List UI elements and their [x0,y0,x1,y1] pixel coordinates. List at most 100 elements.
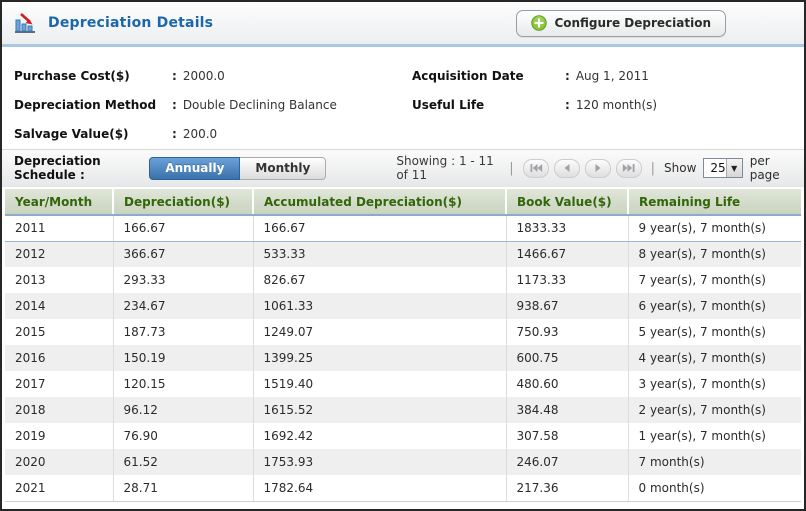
per-page-label: per page [749,154,780,182]
cell-year-month: 2012 [5,241,113,267]
monthly-toggle-button[interactable]: Monthly [240,156,327,180]
cell-year-month: 2015 [15,325,46,339]
cell-depreciation: 166.67 [112,215,253,242]
cell-year-month: 2016 [5,345,113,371]
schedule-toggle-group: Annually Monthly [149,156,327,180]
column-header-book-value[interactable]: Book Value($) [505,189,628,216]
field-label: Depreciation Method [14,97,157,112]
cell-book-value: 246.07 [505,449,628,475]
cell-remaining-life: 2 year(s), 7 month(s) [627,397,801,423]
last-page-button[interactable] [615,158,642,178]
field-colon: : [172,126,177,141]
table-body: 2011 166.67 166.67 1833.33 9 year(s), 7 mont… [5,215,801,502]
cell-year-month: 2020 [5,449,113,475]
column-header-remaining-life[interactable]: Remaining Life [627,189,801,216]
cell-accumulated-depreciation: 1753.93 [252,449,506,475]
first-page-button[interactable] [522,158,549,178]
field-colon: : [565,68,570,83]
cell-year-month: 2018 [5,397,113,423]
table-row[interactable]: 2019 76.90 1692.42 307.58 1 year(s), 7 month… [5,423,801,449]
cell-depreciation: 28.71 [112,475,253,502]
cell-accumulated-depreciation: 1692.42 [252,423,506,449]
page-size-value: 25 [710,161,726,175]
toolbar-divider: | [650,160,656,176]
cell-accumulated-depreciation: 166.67 [252,215,506,242]
table-row[interactable]: 2014 234.67 1061.33 938.67 6 year(s), 7 mont… [5,293,801,319]
cell-book-value: 384.48 [505,397,628,423]
cell-book-value: 480.60 [505,371,628,397]
cell-depreciation: 293.33 [112,267,253,293]
cell-remaining-life: 6 year(s), 7 month(s) [627,293,801,319]
next-page-button[interactable] [584,158,611,178]
cell-depreciation: 150.19 [112,345,253,371]
table-row[interactable]: 2021 28.71 1782.64 217.36 0 month(s) [5,475,801,502]
cell-year-month: 2021 [5,475,113,502]
cell-accumulated-depreciation: 1519.40 [252,371,506,397]
cell-depreciation: 366.67 [112,241,253,267]
field-value: 120 month(s) [575,97,658,112]
cell-book-value: 938.67 [505,293,628,319]
annually-toggle-button[interactable]: Annually [149,156,241,180]
cell-depreciation: 96.12 [112,397,253,423]
table-row[interactable]: 2013 293.33 826.67 1173.33 7 year(s), 7 mont… [5,267,801,293]
depreciation-chart-icon [14,12,38,34]
table-row[interactable]: 2020 61.52 1753.93 246.07 7 month(s) [5,449,801,475]
field-label: Useful Life [412,97,485,112]
field-label: Purchase Cost($) [14,68,130,83]
cell-remaining-life: 0 month(s) [627,475,801,502]
first-page-icon [530,164,542,172]
cell-year-month: 2019 [15,429,46,443]
cell-depreciation: 234.67 [112,293,253,319]
column-header-depreciation[interactable]: Depreciation($) [112,189,253,216]
page-size-select[interactable]: 25 ▼ [703,158,743,178]
cell-year-month: 2013 [15,273,46,287]
field-depreciation-method: Depreciation Method : Double Declining B… [14,90,412,119]
cell-depreciation: 120.15 [112,371,253,397]
table-row[interactable]: 2017 120.15 1519.40 480.60 3 year(s), 7 mont… [5,371,801,397]
cell-year-month: 2017 [15,377,46,391]
field-value: 2000.0 [182,68,225,83]
cell-accumulated-depreciation: 1782.64 [252,475,506,502]
field-purchase-cost: Purchase Cost($) : 2000.0 [14,61,412,90]
field-salvage-value: Salvage Value($) : 200.0 [14,119,412,148]
pagination-controls [522,158,642,178]
cell-book-value: 307.58 [505,423,628,449]
cell-depreciation: 187.73 [112,319,253,345]
table-row[interactable]: 2011 166.67 166.67 1833.33 9 year(s), 7 mont… [5,215,801,242]
page-title: Depreciation Details [48,15,214,31]
cell-year-month: 2011 [5,215,113,242]
cell-accumulated-depreciation: 1249.07 [252,319,506,345]
table-row[interactable]: 2016 150.19 1399.25 600.75 4 year(s), 7 mont… [5,345,801,371]
cell-accumulated-depreciation: 826.67 [252,267,506,293]
last-page-icon [622,164,635,172]
cell-accumulated-depreciation: 1061.33 [252,293,506,319]
cell-book-value: 1833.33 [505,215,628,242]
cell-depreciation: 76.90 [112,423,253,449]
chevron-down-icon: ▼ [725,159,742,177]
table-header-row: Year/Month Depreciation($) Accumulated D… [5,189,801,216]
table-row[interactable]: 2012 366.67 533.33 1466.67 8 year(s), 7 mont… [5,241,801,267]
cell-book-value: 600.75 [505,345,628,371]
cell-year-month: 2014 [5,293,113,319]
column-header-accumulated-depreciation[interactable]: Accumulated Depreciation($) [252,189,506,216]
cell-remaining-life: 7 month(s) [627,449,801,475]
cell-book-value: 1173.33 [505,267,628,293]
table-row[interactable]: 2015 187.73 1249.07 750.93 5 year(s), 7 mont… [5,319,801,345]
showing-range-text: Showing : 1 - 11 of 11 [396,154,494,182]
cell-accumulated-depreciation: 1399.25 [252,345,506,371]
cell-depreciation: 61.52 [112,449,253,475]
column-header-year-month[interactable]: Year/Month [5,189,113,216]
configure-depreciation-button[interactable]: Configure Depreciation [516,9,726,37]
field-colon: : [565,97,570,112]
prev-page-button[interactable] [553,158,580,178]
cell-accumulated-depreciation: 533.33 [252,241,506,267]
table-row[interactable]: 2018 96.12 1615.52 384.48 2 year(s), 7 month… [5,397,801,423]
cell-book-value: 750.93 [505,319,628,345]
toolbar-divider: | [509,160,514,176]
field-acquisition-date: Acquisition Date : Aug 1, 2011 [412,61,792,90]
asset-details-panel: Purchase Cost($) : 2000.0 Depreciation M… [2,47,804,149]
field-label: Acquisition Date [412,68,524,83]
cell-remaining-life: 7 year(s), 7 month(s) [627,267,801,293]
field-value: 200.0 [182,126,218,141]
cell-book-value: 217.36 [505,475,628,502]
